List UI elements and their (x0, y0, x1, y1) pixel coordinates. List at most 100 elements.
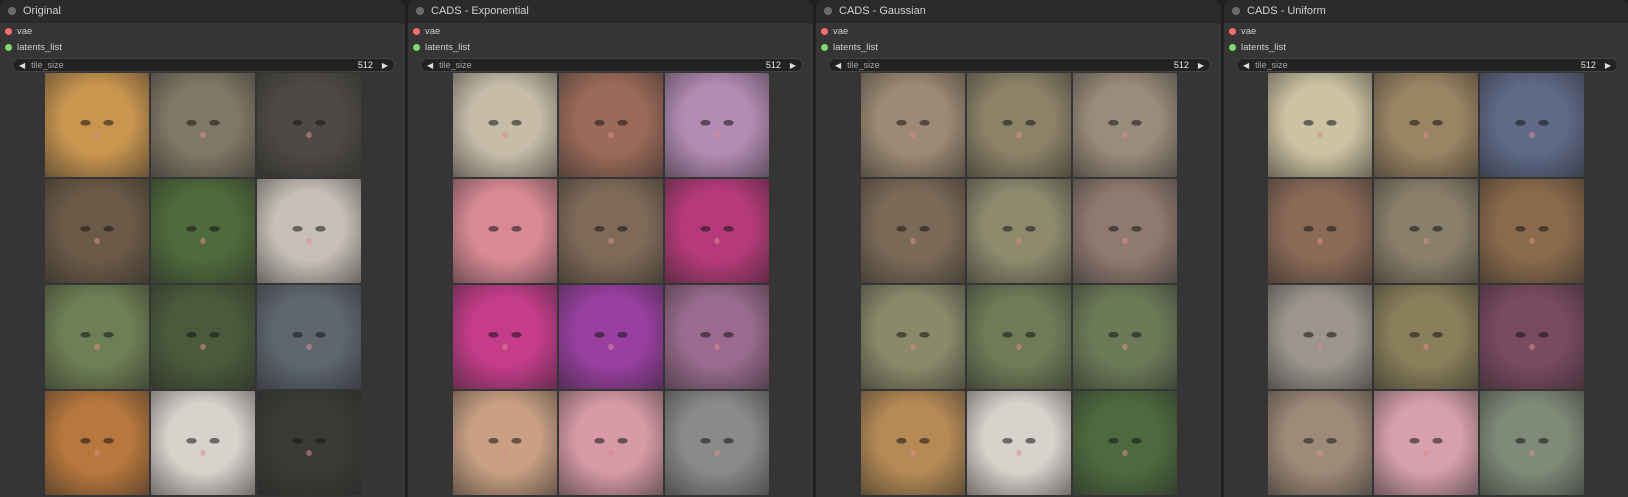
input-label: vae (833, 26, 849, 37)
input-latents-list[interactable]: latents_list (816, 40, 1221, 55)
image-grid (453, 73, 769, 497)
image-tile (1268, 73, 1372, 177)
image-tile (257, 391, 361, 495)
image-tile (665, 391, 769, 495)
widget-label: tile_size (439, 60, 472, 70)
image-tile (45, 73, 149, 177)
image-tile (1268, 179, 1372, 283)
image-tile (1480, 73, 1584, 177)
image-tile (861, 179, 965, 283)
image-tile (151, 391, 255, 495)
decrement-arrow-icon[interactable]: ◀ (835, 60, 842, 70)
image-tile (45, 179, 149, 283)
tile-size-widget[interactable]: ◀ tile_size 512 ▶ (828, 58, 1211, 72)
input-slot-icon[interactable] (821, 44, 828, 51)
widget-label: tile_size (31, 60, 64, 70)
input-latents-list[interactable]: latents_list (0, 40, 405, 55)
image-tile (1268, 285, 1372, 389)
input-label: latents_list (425, 42, 470, 53)
image-tile (665, 285, 769, 389)
widget-value[interactable]: 512 (765, 60, 781, 70)
decrement-arrow-icon[interactable]: ◀ (1243, 60, 1250, 70)
node-cads-exponential[interactable]: CADS - Exponential vae latents_list ◀ ti… (408, 0, 813, 497)
image-tile (1374, 73, 1478, 177)
increment-arrow-icon[interactable]: ▶ (789, 60, 796, 70)
image-tile (1480, 179, 1584, 283)
image-tile (559, 179, 663, 283)
increment-arrow-icon[interactable]: ▶ (1197, 60, 1204, 70)
image-tile (861, 73, 965, 177)
image-tile (151, 285, 255, 389)
tile-size-widget[interactable]: ◀ tile_size 512 ▶ (12, 58, 395, 72)
node-header[interactable]: CADS - Gaussian (816, 0, 1221, 23)
collapse-dot-icon[interactable] (416, 7, 424, 15)
image-tile (861, 285, 965, 389)
input-slot-icon[interactable] (413, 44, 420, 51)
input-latents-list[interactable]: latents_list (408, 40, 813, 55)
image-tile (1073, 73, 1177, 177)
image-tile (45, 391, 149, 495)
image-tile (257, 179, 361, 283)
image-tile (967, 391, 1071, 495)
node-header[interactable]: CADS - Exponential (408, 0, 813, 23)
node-original[interactable]: Original vae latents_list ◀ tile_size 51… (0, 0, 405, 497)
tile-size-widget[interactable]: ◀ tile_size 512 ▶ (420, 58, 803, 72)
widget-label: tile_size (1255, 60, 1288, 70)
image-tile (967, 285, 1071, 389)
input-label: vae (1241, 26, 1257, 37)
node-header[interactable]: Original (0, 0, 405, 23)
input-vae[interactable]: vae (0, 24, 405, 39)
input-slot-icon[interactable] (1229, 44, 1236, 51)
decrement-arrow-icon[interactable]: ◀ (19, 60, 26, 70)
node-title: CADS - Uniform (1247, 5, 1326, 17)
widget-value[interactable]: 512 (1580, 60, 1596, 70)
image-tile (1268, 391, 1372, 495)
image-tile (257, 285, 361, 389)
increment-arrow-icon[interactable]: ▶ (381, 60, 388, 70)
input-latents-list[interactable]: latents_list (1224, 40, 1628, 55)
input-label: vae (425, 26, 441, 37)
input-slot-icon[interactable] (5, 44, 12, 51)
decrement-arrow-icon[interactable]: ◀ (427, 60, 434, 70)
node-cads-uniform[interactable]: CADS - Uniform vae latents_list ◀ tile_s… (1224, 0, 1628, 497)
input-label: vae (17, 26, 33, 37)
tile-size-widget[interactable]: ◀ tile_size 512 ▶ (1236, 58, 1618, 72)
input-vae[interactable]: vae (408, 24, 813, 39)
widget-value[interactable]: 512 (357, 60, 373, 70)
image-tile (1374, 391, 1478, 495)
image-tile (453, 285, 557, 389)
image-tile (559, 391, 663, 495)
image-tile (45, 285, 149, 389)
widget-value[interactable]: 512 (1173, 60, 1189, 70)
image-tile (1073, 285, 1177, 389)
image-grid (1268, 73, 1584, 497)
input-slot-icon[interactable] (413, 28, 420, 35)
input-label: latents_list (17, 42, 62, 53)
node-header[interactable]: CADS - Uniform (1224, 0, 1628, 23)
collapse-dot-icon[interactable] (8, 7, 16, 15)
input-label: latents_list (1241, 42, 1286, 53)
input-slot-icon[interactable] (1229, 28, 1236, 35)
image-tile (151, 73, 255, 177)
node-title: CADS - Exponential (431, 5, 529, 17)
image-tile (559, 73, 663, 177)
input-vae[interactable]: vae (1224, 24, 1628, 39)
widget-label: tile_size (847, 60, 880, 70)
image-tile (1374, 285, 1478, 389)
collapse-dot-icon[interactable] (824, 7, 832, 15)
input-slot-icon[interactable] (821, 28, 828, 35)
increment-arrow-icon[interactable]: ▶ (1604, 60, 1611, 70)
image-tile (1073, 391, 1177, 495)
image-tile (151, 179, 255, 283)
node-title: Original (23, 5, 61, 17)
image-tile (967, 73, 1071, 177)
input-slot-icon[interactable] (5, 28, 12, 35)
input-label: latents_list (833, 42, 878, 53)
node-cads-gaussian[interactable]: CADS - Gaussian vae latents_list ◀ tile_… (816, 0, 1221, 497)
input-vae[interactable]: vae (816, 24, 1221, 39)
image-tile (1073, 179, 1177, 283)
collapse-dot-icon[interactable] (1232, 7, 1240, 15)
image-grid (861, 73, 1177, 497)
image-tile (257, 73, 361, 177)
